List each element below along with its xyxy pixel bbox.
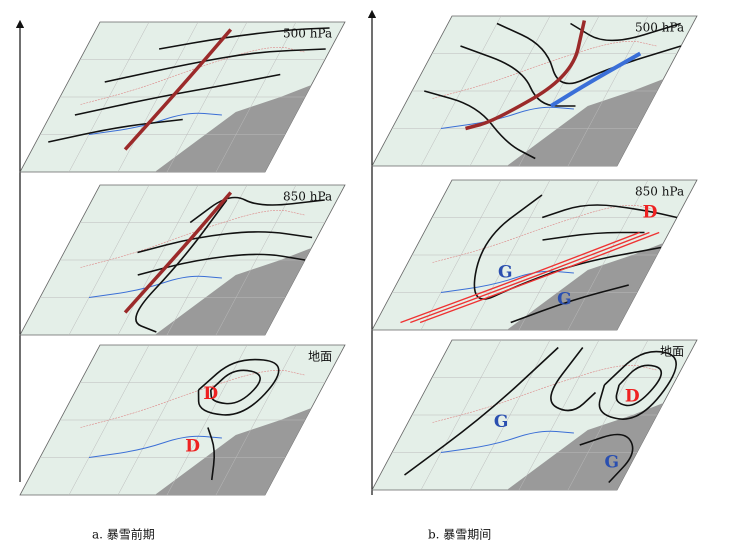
map-layer: 地面 G D G — [371, 339, 698, 491]
caption: b. 暴雪期间 — [428, 528, 491, 542]
map-layer: 500 hPa — [371, 15, 698, 167]
contour — [104, 48, 326, 83]
land-shade — [154, 248, 312, 335]
contour — [74, 73, 281, 116]
system-label: D — [185, 437, 200, 457]
jet-band — [419, 231, 660, 324]
level-label: 850 hPa — [283, 190, 332, 204]
land-shade — [506, 79, 664, 166]
map-layer: 850 hPa D G G — [371, 179, 698, 331]
contour — [615, 364, 663, 407]
land-shade — [506, 403, 664, 490]
contour — [424, 90, 536, 160]
river — [88, 435, 222, 458]
system-label: G — [498, 263, 513, 283]
border — [80, 47, 305, 105]
level-label: 500 hPa — [283, 27, 332, 41]
border — [80, 210, 305, 268]
river — [440, 270, 574, 293]
contour — [137, 253, 306, 276]
border — [80, 370, 305, 428]
contour — [48, 118, 183, 143]
level-label: 地面 — [308, 350, 332, 364]
layers: 500 hPa 850 hPa 地面 D D 500 hPa 850 hPa D G G 地面 G D G — [19, 15, 698, 496]
contour — [579, 433, 634, 484]
system-label: D — [643, 203, 658, 223]
contour — [209, 369, 261, 405]
contour — [207, 427, 216, 481]
contour — [550, 347, 597, 412]
contour — [570, 22, 681, 42]
contour — [197, 358, 280, 416]
border — [432, 41, 657, 99]
system-label: D — [625, 387, 640, 407]
jet-band — [400, 231, 640, 324]
map-layer: 地面 D D — [19, 344, 346, 496]
river — [88, 112, 222, 135]
map-layer: 850 hPa — [19, 184, 346, 336]
border — [432, 205, 657, 263]
contour — [510, 284, 629, 324]
contour — [460, 45, 576, 107]
trough-line — [123, 28, 233, 151]
trough-line — [123, 191, 233, 314]
level-label: 地面 — [660, 345, 684, 359]
contour — [496, 22, 682, 85]
level-label: 850 hPa — [635, 185, 684, 199]
contour — [541, 204, 678, 219]
contour — [598, 350, 677, 420]
jet-arrow — [549, 51, 642, 108]
map-layer: 500 hPa — [19, 21, 346, 173]
system-label: D — [203, 384, 218, 404]
contour — [542, 231, 645, 241]
contour — [189, 196, 325, 224]
river — [88, 275, 222, 298]
trough-line — [465, 20, 587, 131]
system-label: G — [605, 453, 620, 473]
jet-band — [410, 231, 650, 324]
level-label: 500 hPa — [635, 21, 684, 35]
border — [432, 365, 657, 423]
contour — [404, 346, 559, 476]
contour — [158, 27, 330, 50]
caption: a. 暴雪前期 — [92, 527, 155, 542]
system-label: G — [494, 412, 509, 432]
contour — [135, 199, 228, 333]
system-label: G — [557, 290, 572, 310]
land-shade — [154, 408, 312, 495]
land-shade — [154, 85, 312, 172]
river — [440, 430, 574, 453]
land-shade — [506, 243, 664, 330]
